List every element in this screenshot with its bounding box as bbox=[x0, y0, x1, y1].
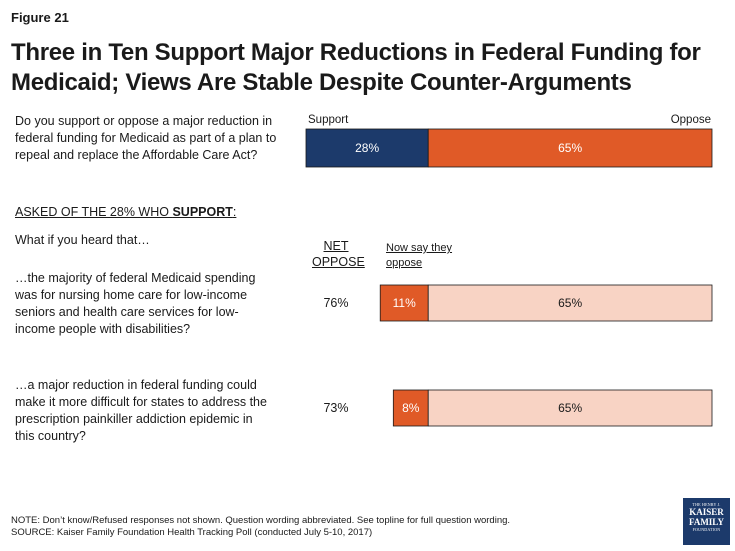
figure-label: Figure 21 bbox=[11, 10, 69, 25]
logo-line-1: THE HENRY J. bbox=[692, 502, 721, 507]
asked-prefix: ASKED OF THE 28% WHO bbox=[15, 205, 173, 219]
source-text: SOURCE: Kaiser Family Foundation Health … bbox=[11, 527, 373, 538]
asked-emphasis: SUPPORT bbox=[172, 205, 233, 219]
logo-line-2: KAISER bbox=[689, 507, 724, 517]
follow-up-2-previous-oppose-bar bbox=[427, 389, 713, 427]
kff-logo: THE HENRY J. KAISER FAMILY FOUNDATION bbox=[683, 498, 730, 545]
follow-up-1-previous-oppose-bar bbox=[427, 284, 713, 322]
logo-line-4: FOUNDATION bbox=[692, 527, 721, 532]
follow-up-2-now-oppose-bar bbox=[392, 389, 429, 427]
follow-up-1-now-oppose-bar bbox=[379, 284, 429, 322]
follow-up-1-previous-oppose-label: 65% bbox=[558, 296, 582, 310]
main-bar-support bbox=[305, 128, 429, 168]
main-question: Do you support or oppose a major reducti… bbox=[15, 114, 277, 162]
follow-up-2-previous-oppose-label: 65% bbox=[558, 401, 582, 415]
asked-suffix: : bbox=[232, 205, 237, 219]
support-legend-label: Support bbox=[308, 114, 349, 126]
footnote: NOTE: Don’t know/Refused responses not s… bbox=[11, 515, 510, 539]
what-if-label: What if you heard that… bbox=[15, 233, 150, 247]
follow-up-2-now-oppose-label: 8% bbox=[402, 401, 420, 415]
main-bar-support-label: 28% bbox=[355, 141, 379, 155]
net-oppose-value-1: 76% bbox=[323, 296, 349, 310]
main-bar-oppose-label: 65% bbox=[558, 141, 582, 155]
follow-up-1-now-oppose-label: 11% bbox=[393, 296, 416, 310]
net-oppose-value-2: 73% bbox=[323, 401, 349, 415]
net-oppose-header: NET OPPOSE bbox=[312, 239, 365, 269]
main-bar-oppose bbox=[427, 128, 713, 168]
follow-up-question-1: …the majority of federal Medicaid spendi… bbox=[15, 271, 256, 336]
follow-up-question-2: …a major reduction in federal funding co… bbox=[15, 378, 267, 443]
now-oppose-header: Now say they oppose bbox=[386, 242, 453, 269]
asked-of-label: ASKED OF THE 28% WHO SUPPORT: bbox=[15, 205, 236, 219]
note-text: NOTE: Don’t know/Refused responses not s… bbox=[11, 515, 511, 526]
chart-title: Three in Ten Support Major Reductions in… bbox=[11, 39, 701, 96]
logo-line-3: FAMILY bbox=[688, 517, 724, 527]
oppose-legend-label: Oppose bbox=[670, 114, 711, 126]
